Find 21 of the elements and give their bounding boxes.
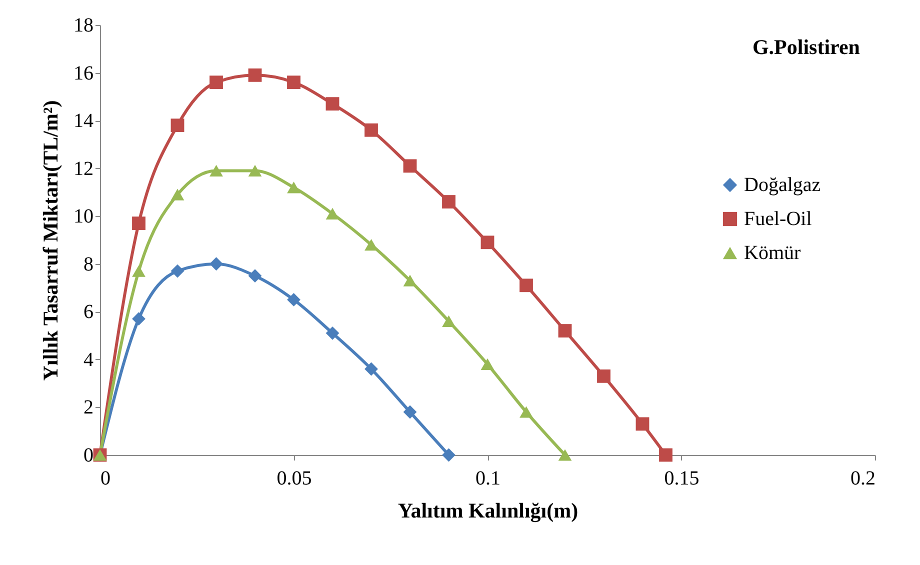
x-tick-label: 0.1 — [476, 468, 500, 490]
legend-label: Fuel-Oil — [744, 208, 812, 230]
legend-label: Doğalgaz — [744, 174, 821, 196]
y-tick-label: 8 — [84, 253, 94, 276]
y-tick-label: 6 — [84, 301, 94, 324]
y-tick-label: 18 — [74, 14, 94, 36]
x-tick-label: 0.15 — [664, 468, 700, 490]
y-tick-label: 2 — [84, 396, 94, 419]
y-tick-label: 16 — [74, 62, 94, 84]
x-tick-label: 0.05 — [276, 468, 312, 490]
y-tick-label: 4 — [84, 348, 94, 371]
x-tick-label: 0 — [100, 468, 110, 490]
x-tick-label: 0.2 — [850, 468, 876, 490]
y-tick-label: 14 — [74, 110, 94, 132]
x-axis-title: Yalıtım Kalınlığı(m) — [398, 498, 578, 522]
y-tick-label: 12 — [74, 158, 94, 180]
y-tick-label: 10 — [74, 206, 94, 228]
legend-label: Kömür — [744, 242, 801, 264]
y-axis-title: Yıllık Tasarruf Miktarı(TL/m²) — [38, 100, 62, 381]
text: G.Polistiren — [752, 35, 860, 59]
y-tick-label: 0 — [84, 444, 94, 466]
